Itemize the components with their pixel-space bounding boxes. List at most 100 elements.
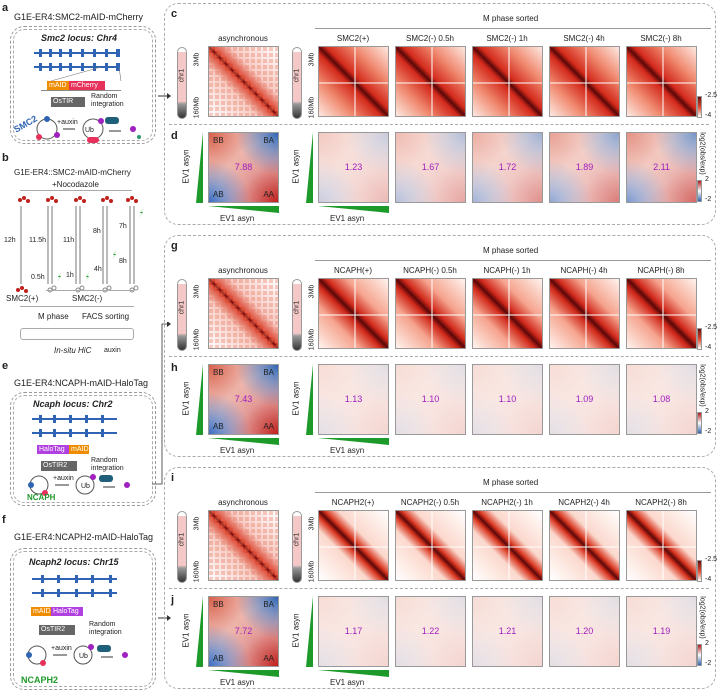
coord-top-label: 3Mb (308, 284, 316, 299)
saddle-strength-value: 1.09 (575, 394, 594, 404)
saddle-colorbar (697, 412, 702, 434)
hic-contact-map (472, 510, 543, 581)
ev1-gradient-triangle-icon (318, 438, 389, 445)
quadrant-label-bb: BB (213, 368, 224, 377)
saddle-strength-value: 1.10 (498, 394, 517, 404)
column-header: NCAPH2(-) 1h (481, 498, 533, 507)
hic-contact-map (549, 46, 620, 117)
smc2-minus-label: SMC2(-) (72, 294, 103, 303)
protein-label: NCAPH (27, 493, 56, 502)
saddle-plot: 1.89 (549, 132, 620, 203)
saddle-plot: 1.13 (318, 364, 389, 435)
ev1-axis-label: EV1 asyn (181, 149, 191, 184)
saddle-strength-value: 1.10 (421, 394, 440, 404)
saddle-strength-value: 2.11 (653, 162, 670, 172)
quadrant-label-ba: BA (263, 368, 274, 377)
locus-label: Smc2 locus: Chr4 (41, 33, 118, 43)
column-header: NCAPH2(-) 0.5h (400, 498, 460, 507)
m-phase-sorted-label: M phase sorted (483, 478, 539, 487)
colorbar-title: log2(obs/exp) (698, 132, 706, 175)
panel-e-title: G1E-ER4:NCAPH-mAID-HaloTag (14, 378, 149, 388)
chromosome-icon (292, 47, 302, 119)
header-divider (315, 260, 711, 261)
coord-top-label: 3Mb (193, 52, 201, 67)
random-integration-label: Random integration (91, 93, 124, 108)
saddle-strength-value: 1.17 (344, 626, 363, 636)
quadrant-label-ab: AB (213, 422, 224, 431)
random-integration-label: Random integration (91, 457, 124, 472)
degradation-schematic-icon (26, 644, 128, 666)
ev1-gradient-triangle-icon (196, 132, 203, 203)
ev1-axis-label: EV1 asyn (220, 678, 255, 687)
locus-label: Ncaph locus: Chr2 (33, 399, 113, 409)
locus-label: Ncaph2 locus: Chr15 (29, 557, 119, 567)
hic-contact-map (472, 278, 543, 349)
ev1-gradient-triangle-icon (196, 364, 203, 435)
time-label: 11.5h (29, 237, 46, 244)
degradation-schematic-icon (36, 116, 141, 143)
hic-contact-map (549, 510, 620, 581)
mAID-tag: mAID (69, 445, 89, 454)
saddle-strength-value: 1.22 (421, 626, 440, 636)
timeline-schematic-icon (16, 196, 144, 293)
column-header: NCAPH(-) 1h (483, 266, 531, 275)
saddle-plot: 1.08 (626, 364, 697, 435)
time-label: 11h (63, 237, 75, 244)
time-label: 0.5h (31, 274, 45, 281)
ostir-box: OsTIR (51, 97, 85, 107)
colorbar-title: log2(obs/exp) (698, 364, 706, 407)
auxin-label: +auxin (51, 645, 72, 652)
column-header: SMC2(+) (336, 34, 370, 43)
header-divider (315, 492, 711, 493)
m-phase-sorted-label: M phase sorted (483, 246, 539, 255)
column-header: SMC2(-) 1h (486, 34, 528, 43)
contact-colorbar (697, 328, 702, 350)
column-header: NCAPH(-) 8h (637, 266, 685, 275)
panel-b-letter: b (2, 152, 9, 164)
chromosome-icon (177, 47, 187, 119)
quadrant-label-ba: BA (263, 600, 274, 609)
chromosome-label: chr1 (293, 68, 301, 83)
coord-bottom-label: 160Mb (308, 96, 316, 119)
chromosome-label: chr1 (178, 68, 186, 83)
ev1-axis-label: EV1 asyn (330, 446, 365, 455)
row-divider (169, 124, 709, 125)
hic-contact-map (549, 278, 620, 349)
coord-bottom-label: 160Mb (193, 328, 201, 351)
saddle-plot: 1.23 (318, 132, 389, 203)
hic-contact-map (472, 46, 543, 117)
quadrant-label-ba: BA (263, 136, 274, 145)
smc2-plus-label: SMC2(+) (6, 294, 39, 303)
ev1-gradient-triangle-icon (318, 670, 389, 677)
mAID-tag: mAID (31, 607, 51, 616)
saddle-plot: 1.19 (626, 596, 697, 667)
ub-label: Ub (79, 653, 88, 660)
panel-letter: i (171, 472, 175, 484)
saddle-strength-value: 7.88 (234, 162, 253, 172)
nocodazole-label: +Nocodazole (52, 180, 99, 189)
ev1-axis-label: EV1 asyn (220, 446, 255, 455)
hic-contact-map (395, 510, 466, 581)
random-integration-label: Random integration (89, 621, 122, 636)
arrow-to-c-icon (158, 93, 171, 99)
saddle-plot: 1.09 (549, 364, 620, 435)
hic-contact-map (626, 510, 697, 581)
auxin-legend-label: auxin (104, 347, 121, 354)
saddle-plot: 7.43 BB BA AB AA (208, 364, 279, 435)
ev1-gradient-triangle-icon (318, 206, 389, 213)
time-label: 12h (4, 237, 16, 244)
colorbar-max-label: -2.5 (705, 556, 718, 563)
time-label: 4h (94, 266, 102, 273)
panel-a-title: G1E-ER4:SMC2-mAID-mCherry (14, 12, 144, 22)
panel-a-construct-box: Smc2 locus: Chr4 mAID mCherry OsTIR Rand… (10, 26, 156, 144)
chromosome-icon (292, 279, 302, 351)
colorbar-max-label: 2 (705, 640, 709, 647)
hic-contact-map (318, 278, 389, 349)
column-header: asynchronous (218, 498, 268, 507)
saddle-strength-value: 1.23 (344, 162, 363, 172)
mCherry-tag: mCherry (69, 81, 105, 90)
figure-group-cd: c d M phase sorted chr1 3Mb 160Mb chr1 3Mb 160Mb… (164, 3, 717, 225)
ev1-gradient-triangle-icon (306, 364, 313, 435)
gene-track-icon (32, 575, 117, 597)
colorbar-min-label: -4 (705, 112, 712, 119)
